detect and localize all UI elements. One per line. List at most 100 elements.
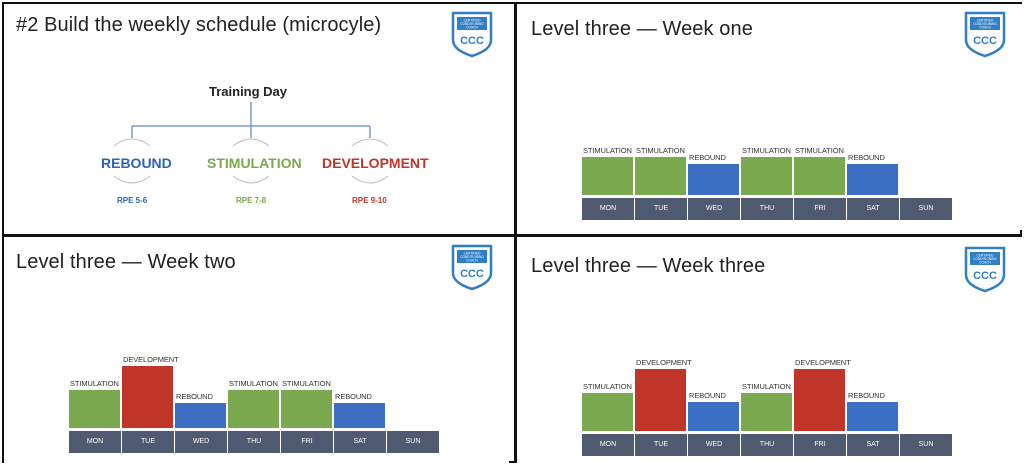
day-sun: SUN bbox=[900, 198, 952, 220]
vertical-divider bbox=[514, 4, 517, 461]
svg-text:CCC: CCC bbox=[973, 35, 997, 47]
day-wed: WED bbox=[688, 434, 740, 456]
svg-text:CONDITIONING: CONDITIONING bbox=[973, 257, 997, 261]
stimulation-arc-bottom bbox=[232, 175, 270, 184]
bar-rebound-wed bbox=[175, 403, 226, 428]
bar-development-tue bbox=[122, 366, 173, 428]
day-wed: WED bbox=[175, 431, 227, 453]
svg-text:CERTIFIED: CERTIFIED bbox=[977, 254, 994, 258]
branch-development-label: DEVELOPMENT bbox=[322, 155, 429, 171]
day-tue: TUE bbox=[122, 431, 174, 453]
stimulation-arc-top bbox=[232, 138, 270, 147]
bar-label: REBOUND bbox=[689, 391, 726, 400]
bar-label: STIMULATION bbox=[282, 379, 331, 388]
bar-rebound-sat bbox=[334, 403, 385, 428]
day-thu: THU bbox=[741, 198, 793, 220]
bar-rebound-wed bbox=[688, 402, 739, 431]
day-tue: TUE bbox=[635, 434, 687, 456]
development-rpe: RPE 9-10 bbox=[352, 196, 387, 205]
bar-rebound-sat bbox=[847, 164, 898, 195]
day-fri: FRI bbox=[794, 434, 846, 456]
day-mon: MON bbox=[69, 431, 121, 453]
bar-label: DEVELOPMENT bbox=[123, 355, 179, 364]
bar-stimulation-thu bbox=[741, 157, 792, 195]
bar-label: STIMULATION bbox=[636, 146, 685, 155]
stimulation-rpe: RPE 7-8 bbox=[236, 196, 267, 205]
panel-title: Level three — Week two bbox=[16, 251, 236, 273]
day-wed: WED bbox=[688, 198, 740, 220]
rebound-arc-bottom bbox=[113, 175, 151, 184]
bar-stimulation-thu bbox=[228, 390, 279, 428]
svg-text:COACH: COACH bbox=[466, 26, 478, 30]
training-day-tree bbox=[113, 102, 389, 184]
svg-text:CERTIFIED: CERTIFIED bbox=[464, 252, 481, 256]
svg-text:CCC: CCC bbox=[460, 268, 484, 280]
bar-label: REBOUND bbox=[689, 153, 726, 162]
panel-week-two: Level three — Week two CERTIFIED CONDITIO… bbox=[4, 237, 509, 463]
bar-label: STIMULATION bbox=[742, 146, 791, 155]
panel-title: Level three — Week three bbox=[531, 255, 766, 277]
day-mon: MON bbox=[582, 434, 634, 456]
day-fri: FRI bbox=[281, 431, 333, 453]
day-sat: SAT bbox=[847, 434, 899, 456]
svg-text:COACH: COACH bbox=[979, 26, 991, 30]
day-sun: SUN bbox=[900, 434, 952, 456]
day-thu: THU bbox=[228, 431, 280, 453]
bar-label: STIMULATION bbox=[742, 382, 791, 391]
panel-title: Level three — Week one bbox=[531, 18, 753, 40]
svg-text:CCC: CCC bbox=[973, 270, 997, 282]
ccc-badge: CERTIFIED CONDITIONING COACH CCC bbox=[963, 10, 1007, 58]
bar-rebound-sat bbox=[847, 402, 898, 431]
svg-text:CERTIFIED: CERTIFIED bbox=[977, 19, 994, 23]
day-tue: TUE bbox=[635, 198, 687, 220]
ccc-badge: CERTIFIED CONDITIONING COACH CCC bbox=[450, 10, 494, 58]
branch-rebound-label: REBOUND bbox=[101, 155, 172, 171]
panel-week-three: Level three — Week three CERTIFIED CONDIT… bbox=[517, 237, 1022, 463]
bar-label: REBOUND bbox=[848, 391, 885, 400]
bar-label: REBOUND bbox=[176, 392, 213, 401]
bar-label: DEVELOPMENT bbox=[795, 358, 851, 367]
branch-stimulation-label: STIMULATION bbox=[207, 155, 302, 171]
svg-text:COACH: COACH bbox=[979, 261, 991, 265]
ccc-badge: CERTIFIED CONDITIONING COACH CCC bbox=[450, 243, 494, 291]
bar-development-tue bbox=[635, 369, 686, 431]
bar-development-fri bbox=[794, 369, 845, 431]
bar-label: REBOUND bbox=[848, 153, 885, 162]
bar-label: STIMULATION bbox=[229, 379, 278, 388]
bar-label: STIMULATION bbox=[795, 146, 844, 155]
bar-label: DEVELOPMENT bbox=[636, 358, 692, 367]
bar-stimulation-mon bbox=[582, 393, 633, 431]
svg-text:CONDITIONING: CONDITIONING bbox=[973, 22, 997, 26]
svg-text:CCC: CCC bbox=[460, 35, 484, 47]
bar-stimulation-tue bbox=[635, 157, 686, 195]
development-arc-bottom bbox=[351, 175, 389, 184]
bar-stimulation-mon bbox=[69, 390, 120, 428]
bar-stimulation-fri bbox=[794, 157, 845, 195]
bar-label: STIMULATION bbox=[583, 382, 632, 391]
ccc-badge: CERTIFIED CONDITIONING COACH CCC bbox=[963, 245, 1007, 293]
tree-root-label: Training Day bbox=[209, 84, 288, 99]
day-sat: SAT bbox=[334, 431, 386, 453]
bar-stimulation-fri bbox=[281, 390, 332, 428]
day-thu: THU bbox=[741, 434, 793, 456]
day-mon: MON bbox=[582, 198, 634, 220]
svg-text:CERTIFIED: CERTIFIED bbox=[464, 19, 481, 23]
svg-text:CONDITIONING: CONDITIONING bbox=[460, 22, 484, 26]
day-sat: SAT bbox=[847, 198, 899, 220]
svg-text:COACH: COACH bbox=[466, 259, 478, 263]
bar-label: STIMULATION bbox=[583, 146, 632, 155]
rebound-rpe: RPE 5-6 bbox=[117, 196, 148, 205]
bar-stimulation-mon bbox=[582, 157, 633, 195]
bar-label: STIMULATION bbox=[70, 379, 119, 388]
panel-title: #2 Build the weekly schedule (microcyle) bbox=[16, 14, 382, 36]
panel-microcycle: #2 Build the weekly schedule (microcyle)… bbox=[4, 4, 509, 230]
horizontal-divider bbox=[4, 234, 1020, 237]
bar-stimulation-thu bbox=[741, 393, 792, 431]
bar-rebound-wed bbox=[688, 164, 739, 195]
bar-label: REBOUND bbox=[335, 392, 372, 401]
